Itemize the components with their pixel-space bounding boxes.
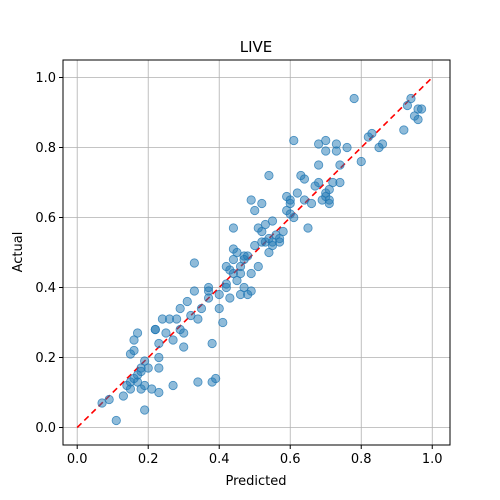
scatter-point [406, 93, 416, 104]
scatter-point [349, 93, 359, 104]
scatter-point [416, 104, 427, 114]
scatter-point [140, 405, 150, 415]
y-tick-label: 0.2 [35, 351, 56, 366]
scatter-point [331, 146, 341, 156]
scatter-point [321, 146, 331, 156]
scatter-point [150, 324, 160, 335]
x-axis-label: Predicted [225, 474, 286, 489]
y-tick-label: 0.4 [35, 281, 56, 296]
scatter-point [172, 314, 182, 324]
scatter-point [104, 394, 114, 405]
y-tick-label: 1.0 [35, 71, 56, 86]
scatter-point [154, 363, 164, 373]
scatter-point [303, 223, 313, 233]
scatter-point [203, 282, 214, 293]
scatter-point [214, 303, 224, 314]
scatter-point [235, 268, 246, 279]
grid [63, 60, 450, 445]
scatter-point [299, 174, 310, 184]
scatter-point [399, 125, 409, 135]
scatter-point [154, 338, 164, 349]
scatter-point [278, 226, 288, 237]
scatter-point [335, 177, 345, 188]
scatter-point [221, 282, 231, 293]
scatter-point [211, 373, 221, 384]
scatter-point [285, 198, 295, 209]
x-tick-label: 0.0 [67, 452, 88, 467]
scatter-point [306, 198, 317, 209]
scatter-point [214, 289, 224, 300]
scatter-point [129, 345, 139, 356]
scatter-point [342, 142, 352, 153]
scatter-point [321, 135, 331, 146]
scatter-point [111, 415, 121, 426]
scatter-point [189, 258, 199, 268]
scatter-point [314, 177, 324, 188]
scatter-point [154, 352, 164, 363]
x-axis-ticks: 0.0 0.2 0.4 0.6 0.8 1.0 [67, 445, 443, 467]
scatter-point [203, 293, 214, 303]
scatter-point [324, 195, 334, 205]
x-tick-label: 0.8 [351, 452, 372, 467]
y-axis-ticks: 0.0 0.2 0.4 0.6 0.8 1.0 [35, 71, 63, 436]
scatter-point [132, 328, 143, 338]
scatter-point [367, 128, 377, 139]
y-tick-label: 0.0 [35, 421, 56, 436]
scatter-point [228, 223, 239, 233]
scatter-point [246, 268, 256, 279]
scatter-point [182, 296, 192, 307]
scatter-point [207, 338, 217, 349]
x-tick-label: 0.2 [138, 452, 159, 467]
scatter-point [314, 160, 324, 170]
scatter-point [143, 363, 153, 373]
scatter-point [175, 303, 185, 314]
scatter-point [246, 195, 256, 205]
scatter-point [193, 377, 203, 387]
scatter-point [413, 114, 423, 125]
x-tick-label: 1.0 [422, 452, 443, 467]
y-tick-label: 0.8 [35, 141, 56, 156]
scatter-point [289, 212, 299, 223]
scatter-point [225, 293, 235, 303]
y-tick-label: 0.6 [35, 211, 56, 226]
scatter-point [335, 160, 345, 170]
scatter-point [292, 188, 302, 198]
scatter-point [377, 139, 388, 149]
y-axis-label: Actual [11, 232, 26, 273]
scatter-point [243, 251, 253, 261]
scatter-point [154, 387, 164, 398]
scatter-point [118, 391, 128, 401]
scatter-point [218, 317, 228, 328]
scatter-point [179, 328, 189, 338]
x-tick-label: 0.6 [280, 452, 301, 467]
scatter-point [179, 342, 189, 352]
scatter-point [257, 198, 267, 209]
scatter-point [253, 261, 263, 272]
plot-frame [62, 59, 451, 446]
scatter-point [246, 286, 256, 296]
scatter-point [189, 286, 199, 296]
scatter-point [250, 205, 260, 216]
scatter-point [356, 156, 366, 167]
chart-title: LIVE [240, 38, 273, 56]
scatter-point [193, 314, 203, 324]
scatter-point [168, 335, 178, 345]
scatter-point [267, 216, 278, 226]
scatter-point [289, 135, 299, 146]
scatter-point [264, 170, 274, 181]
scatter-point [161, 328, 171, 338]
scatter-point [168, 380, 178, 391]
x-tick-label: 0.4 [209, 452, 230, 467]
points-layer [97, 93, 427, 426]
scatter-point [196, 303, 207, 314]
